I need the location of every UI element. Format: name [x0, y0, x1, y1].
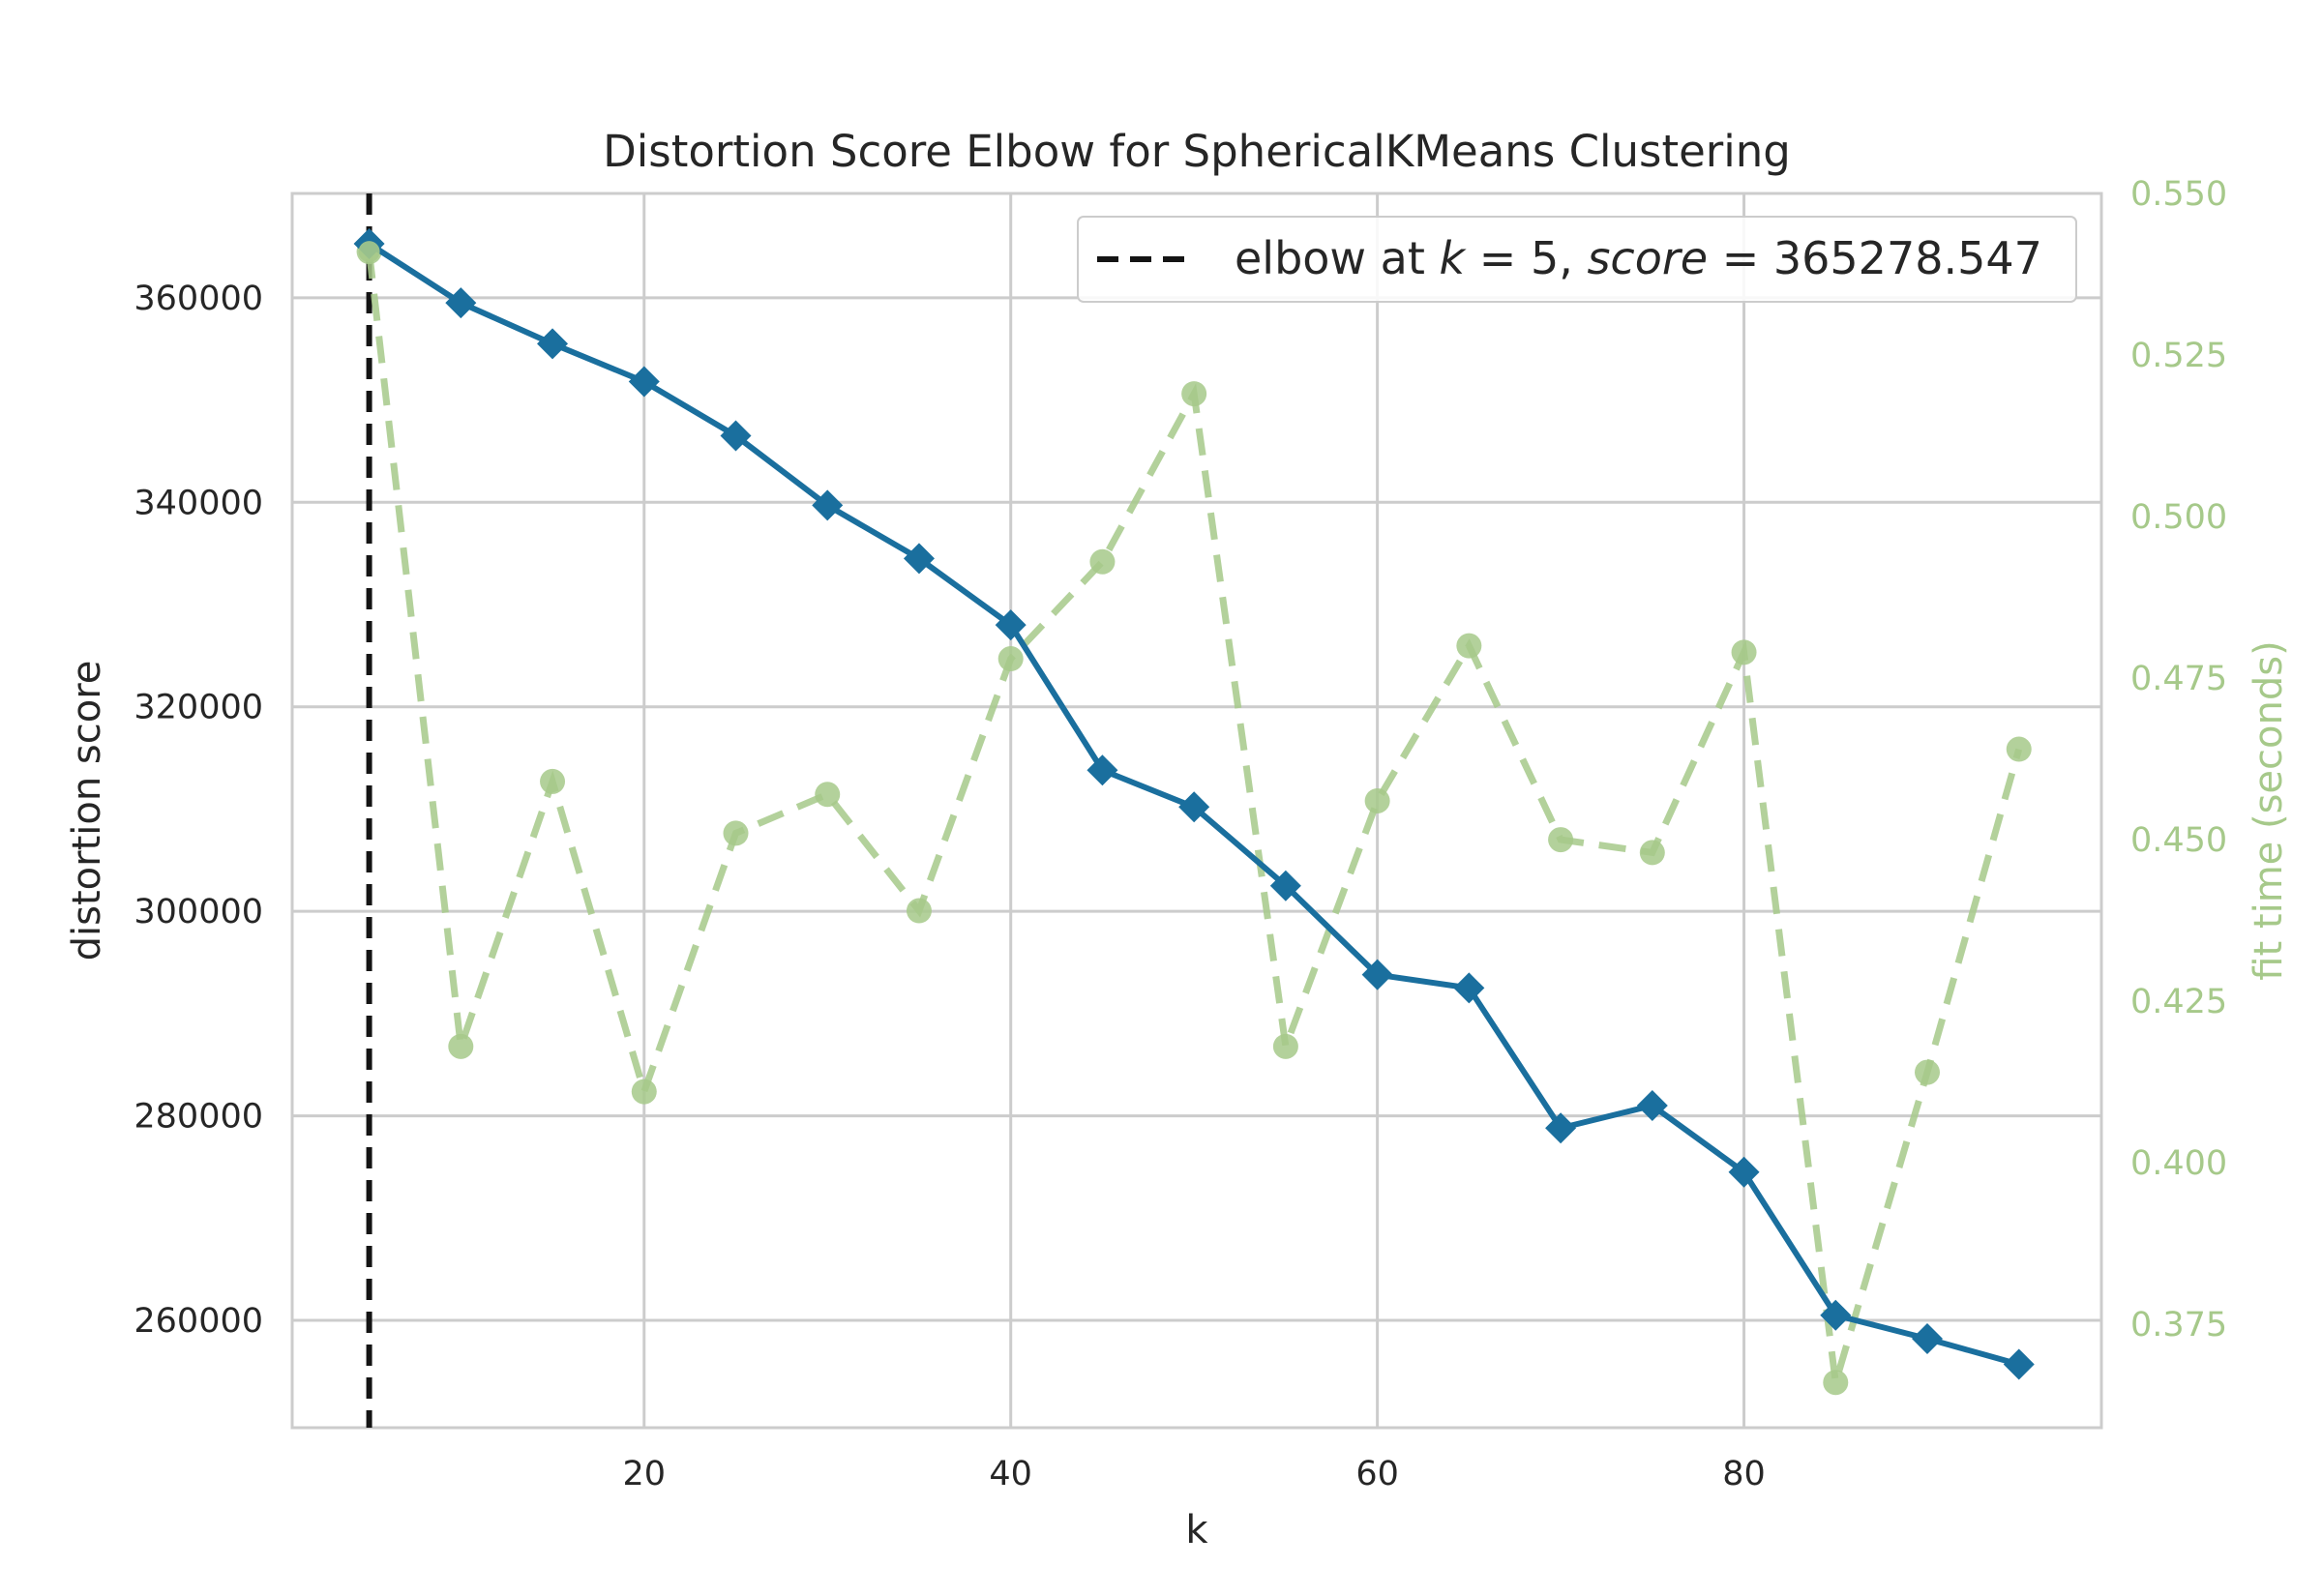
y2-tick-label: 0.525: [2130, 337, 2227, 375]
elbow-fit-time-point: [358, 241, 380, 263]
fit-time-point: [2006, 736, 2032, 762]
y-tick-label: 260000: [134, 1302, 263, 1341]
fit-time-point: [815, 782, 841, 808]
fit-time-point: [1089, 548, 1116, 575]
fit-time-point: [1639, 840, 1665, 866]
fit-time-point: [540, 768, 566, 794]
legend-score-var: score: [1587, 232, 1708, 284]
distortion-score-point: [537, 328, 569, 360]
fit-time-point: [448, 1033, 474, 1059]
y-axis-label: distortion score: [65, 661, 109, 961]
fit-time-point: [723, 820, 749, 846]
fit-time-point: [1548, 827, 1574, 853]
legend: elbow at k = 5, score = 365278.547: [1077, 216, 2077, 303]
distortion-score-point: [1820, 1299, 1852, 1331]
x-tick-label: 20: [622, 1455, 666, 1493]
distortion-score-point: [2003, 1348, 2035, 1380]
distortion-score-point: [1545, 1112, 1577, 1144]
y-tick-label: 280000: [134, 1098, 263, 1137]
y-tick-label: 300000: [134, 893, 263, 931]
x-tick-label: 60: [1355, 1455, 1399, 1493]
legend-k-var: k: [1440, 232, 1468, 284]
y-tick-label: 320000: [134, 689, 263, 727]
y2-tick-label: 0.550: [2130, 175, 2227, 214]
y2-tick-label: 0.400: [2130, 1144, 2227, 1183]
distortion-score-point: [1636, 1089, 1668, 1121]
fit-time-point: [1456, 633, 1482, 659]
distortion-score-point: [445, 287, 477, 319]
distortion-score-point: [1178, 791, 1210, 823]
fit-time-point: [631, 1079, 657, 1105]
legend-prefix: elbow at: [1235, 232, 1440, 284]
y2-tick-label: 0.375: [2130, 1306, 2227, 1345]
distortion-score-point: [1453, 972, 1485, 1004]
x-axis-label: k: [1185, 1508, 1208, 1552]
legend-label: elbow at k = 5, score = 365278.547: [1235, 232, 2042, 284]
distortion-score-point: [1087, 754, 1118, 786]
fit-time-series: [356, 239, 2032, 1396]
y2-axis-label: fit time (seconds): [2247, 640, 2291, 980]
y-tick-label: 340000: [134, 484, 263, 522]
distortion-score-point: [1361, 959, 1393, 990]
y2-tick-label: 0.475: [2130, 660, 2227, 698]
fit-time-point: [1364, 787, 1390, 813]
distortion-score-point: [1269, 870, 1301, 901]
fit-time-point: [1181, 381, 1207, 407]
y2-tick-label: 0.450: [2130, 821, 2227, 860]
fit-time-point: [997, 646, 1024, 672]
distortion-score-point: [720, 420, 752, 452]
y-tick-label: 360000: [134, 280, 263, 318]
fit-time-point: [906, 898, 932, 924]
y2-tick-label: 0.425: [2130, 983, 2227, 1021]
distortion-score-point: [628, 366, 660, 398]
x-tick-label: 80: [1722, 1455, 1766, 1493]
chart-title: Distortion Score Elbow for SphericalKMea…: [603, 126, 1791, 177]
distortion-score-series: [353, 228, 2035, 1380]
legend-box: [1077, 216, 2077, 303]
distortion-score-point: [1912, 1323, 1944, 1355]
legend-k-eq: = 5,: [1465, 232, 1587, 284]
x-tick-label: 40: [989, 1455, 1032, 1493]
y2-tick-label: 0.500: [2130, 498, 2227, 537]
distortion-score-point: [1728, 1156, 1760, 1188]
fit-time-point: [1731, 639, 1757, 665]
distortion-score-point: [812, 489, 844, 521]
legend-score-eq: = 365278.547: [1708, 232, 2042, 284]
distortion-score-point: [903, 543, 935, 575]
fit-time-point: [1915, 1059, 1941, 1085]
fit-time-point: [1272, 1033, 1298, 1059]
plot-area-frame: [290, 192, 2103, 1430]
distortion-score-point: [995, 609, 1027, 641]
tick-labels: 20 40 60 80 260000 280000 300000 320000 340000 36…: [134, 175, 2227, 1493]
fit-time-point: [1823, 1370, 1849, 1396]
